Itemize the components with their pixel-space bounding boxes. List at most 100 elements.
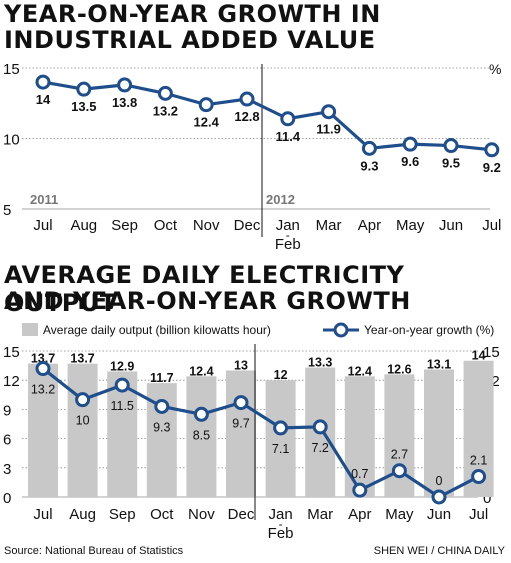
legend-line-label: Year-on-year growth (%) bbox=[364, 323, 494, 337]
growth-data-label: 7.2 bbox=[312, 441, 329, 455]
x-tick-label: Nov bbox=[188, 506, 215, 523]
growth-data-point bbox=[471, 469, 487, 485]
growth-data-label: 2.7 bbox=[391, 448, 408, 462]
growth-data-label: 8.5 bbox=[193, 428, 210, 442]
output-bar bbox=[28, 363, 58, 497]
bar-value-label: 12.6 bbox=[387, 362, 411, 376]
bar-value-label: 13 bbox=[234, 358, 248, 372]
data-label: 13.5 bbox=[71, 99, 96, 114]
growth-data-point bbox=[154, 398, 170, 414]
x-tick-label: Apr bbox=[348, 506, 371, 523]
data-label: 9.6 bbox=[401, 154, 419, 169]
y-tick-label-left: 12 bbox=[3, 373, 20, 390]
x-tick-label: Oct bbox=[154, 217, 178, 234]
data-label: 11.4 bbox=[276, 129, 301, 144]
growth-data-point bbox=[391, 463, 407, 479]
data-label: 9.3 bbox=[360, 158, 378, 173]
bar-value-label: 12.4 bbox=[189, 364, 213, 378]
industrial-growth-line-chart: 5 10 15 % 2011 2012 14 13.5 13.8 13.2 12.4 12.8 11.4… bbox=[3, 61, 501, 253]
year-label: 2011 bbox=[30, 192, 58, 207]
unit-label: % bbox=[489, 61, 501, 77]
y-tick-label-left: 0 bbox=[3, 490, 11, 507]
growth-data-label: 7.1 bbox=[272, 442, 289, 456]
growth-data-label: 9.7 bbox=[232, 417, 249, 431]
x-tick-label: Dec bbox=[228, 506, 255, 523]
data-point bbox=[239, 91, 255, 107]
data-point bbox=[402, 136, 418, 152]
x-tick-label: - bbox=[279, 517, 283, 531]
legend-line-marker bbox=[333, 322, 349, 338]
bar-value-label: 14 bbox=[472, 349, 486, 363]
data-point bbox=[198, 97, 214, 113]
data-label: 13.2 bbox=[153, 103, 178, 118]
output-bar bbox=[265, 380, 296, 497]
bar-value-label: 12 bbox=[274, 368, 288, 382]
bar-value-label: 13.1 bbox=[427, 357, 451, 371]
data-point bbox=[280, 111, 296, 127]
data-point bbox=[117, 77, 133, 93]
data-label: 14 bbox=[36, 92, 51, 107]
growth-data-label: 0 bbox=[436, 474, 443, 488]
data-label: 12.8 bbox=[234, 109, 259, 124]
x-tick-label: Sep bbox=[111, 217, 138, 234]
source-note: Source: National Bureau of Statistics bbox=[4, 545, 184, 557]
growth-data-label: 0.7 bbox=[351, 467, 368, 481]
chart2-title-line1: AVERAGE DAILY ELECTRICITY OUTPUT bbox=[4, 261, 405, 317]
x-tick-label: Feb bbox=[275, 236, 301, 253]
x-tick-label: Jun bbox=[439, 217, 463, 234]
y-tick-label: 10 bbox=[3, 132, 20, 149]
x-tick-label: Jul bbox=[482, 217, 501, 234]
data-point bbox=[321, 104, 337, 120]
data-point bbox=[35, 74, 51, 90]
output-bar bbox=[186, 376, 217, 497]
growth-data-label: 11.5 bbox=[110, 399, 133, 413]
x-tick-label: Sep bbox=[109, 506, 136, 523]
x-tick-label: Mar bbox=[316, 217, 342, 234]
x-tick-label: Aug bbox=[70, 217, 97, 234]
chart1-title-line1: YEAR-ON-YEAR GROWTH IN bbox=[4, 0, 381, 28]
legend-bar-label: Average daily output (billion kilowatts … bbox=[43, 323, 271, 337]
output-bar bbox=[424, 369, 454, 497]
growth-data-point bbox=[75, 392, 91, 408]
x-tick-label: Jul bbox=[33, 506, 52, 523]
data-point bbox=[76, 81, 92, 97]
data-label: 13.8 bbox=[112, 95, 137, 110]
bar-value-label: 12.4 bbox=[348, 364, 372, 378]
y-tick-label-left: 15 bbox=[3, 344, 20, 361]
growth-data-point bbox=[35, 361, 51, 377]
chart1-title-line2: INDUSTRIAL ADDED VALUE bbox=[4, 26, 376, 54]
y-tick-label: 15 bbox=[3, 61, 20, 78]
y-tick-label-left: 3 bbox=[3, 461, 11, 478]
growth-data-point bbox=[273, 420, 289, 436]
growth-data-point bbox=[352, 482, 368, 498]
x-tick-label: Jan bbox=[276, 217, 300, 234]
x-tick-label: Jun bbox=[427, 506, 451, 523]
growth-data-point bbox=[114, 377, 130, 393]
growth-data-point bbox=[233, 395, 249, 411]
growth-data-label: 9.3 bbox=[153, 420, 170, 434]
y-tick-label-left: 6 bbox=[3, 432, 11, 449]
x-tick-label: Jan bbox=[269, 506, 293, 523]
x-tick-label: Jul bbox=[469, 506, 488, 523]
y-tick-label-right: 0 bbox=[483, 490, 491, 507]
y-tick-label-left: 9 bbox=[3, 402, 11, 419]
output-bar bbox=[67, 363, 98, 497]
output-bar bbox=[226, 370, 256, 497]
x-tick-label: Dec bbox=[234, 217, 261, 234]
growth-data-label: 10 bbox=[76, 414, 90, 428]
x-tick-label: Nov bbox=[193, 217, 220, 234]
x-tick-label: Feb bbox=[268, 525, 294, 542]
growth-data-point bbox=[431, 489, 447, 505]
growth-data-label: 13.2 bbox=[31, 383, 55, 397]
credit-note: SHEN WEI / CHINA DAILY bbox=[373, 545, 505, 557]
bar-value-label: 13.3 bbox=[308, 356, 332, 370]
data-label: 9.5 bbox=[442, 156, 460, 171]
x-tick-label: May bbox=[385, 506, 414, 523]
data-point bbox=[443, 138, 459, 154]
x-tick-label: - bbox=[286, 228, 290, 242]
bar-value-label: 13.7 bbox=[31, 352, 55, 366]
y-tick-label-right: 15 bbox=[483, 344, 500, 361]
growth-data-label: 2.1 bbox=[470, 454, 487, 468]
data-point bbox=[484, 142, 500, 158]
